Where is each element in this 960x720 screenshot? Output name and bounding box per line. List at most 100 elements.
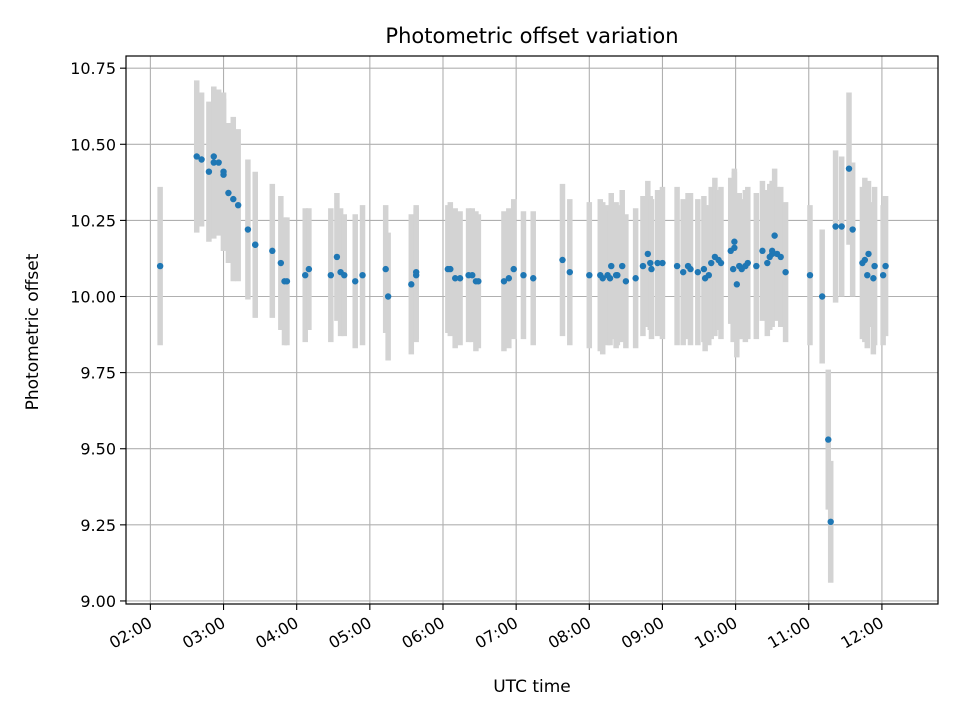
data-point: [510, 265, 517, 273]
plot-frame: [125, 55, 939, 605]
data-point: [614, 272, 621, 279]
data-point: [768, 247, 776, 255]
y-tick-label: 10.50: [70, 135, 116, 154]
data-point: [244, 226, 252, 233]
data-point: [639, 262, 647, 270]
data-point: [475, 278, 482, 285]
data-point: [673, 262, 681, 270]
data-point: [838, 223, 845, 230]
data-point: [871, 262, 878, 270]
data-point: [456, 275, 464, 282]
data-point: [333, 253, 341, 261]
data-point: [648, 265, 655, 273]
data-point: [827, 518, 834, 525]
data-point: [566, 268, 573, 276]
data-point: [864, 272, 871, 279]
data-point: [530, 275, 537, 282]
data-point: [731, 244, 738, 251]
data-point: [717, 259, 725, 267]
data-point: [879, 272, 887, 279]
data-point: [469, 272, 476, 279]
data-point: [359, 272, 366, 279]
data-point: [608, 262, 615, 270]
data-point: [777, 253, 784, 261]
data-point: [861, 256, 869, 264]
data-point: [341, 272, 348, 279]
data-point: [659, 259, 666, 267]
data-point: [753, 262, 760, 270]
x-axis-title: UTC time: [493, 677, 571, 697]
data-point: [302, 272, 309, 279]
data-point: [825, 436, 832, 443]
data-point: [451, 275, 459, 282]
data-point: [782, 268, 789, 276]
data-point: [806, 272, 814, 279]
y-tick-label: 9.75: [80, 364, 116, 383]
data-point: [269, 247, 276, 255]
data-point: [845, 165, 853, 172]
y-axis-title: Photometric offset: [23, 253, 43, 410]
data-point: [764, 259, 771, 267]
data-point: [252, 241, 259, 248]
data-point: [215, 159, 222, 166]
data-point: [647, 259, 654, 267]
data-point: [654, 259, 661, 267]
data-point: [352, 278, 359, 285]
y-tick-label: 10.75: [70, 59, 116, 78]
data-point: [731, 238, 738, 245]
data-point: [687, 265, 694, 273]
data-point: [705, 272, 712, 279]
data-point: [599, 275, 606, 282]
data-point: [412, 268, 420, 276]
y-tick-label: 9.25: [80, 516, 116, 535]
data-point: [305, 265, 313, 273]
data-point: [500, 278, 508, 285]
data-point: [520, 272, 527, 279]
data-point: [505, 275, 513, 282]
data-point: [234, 201, 242, 209]
data-point: [156, 262, 164, 270]
data-point: [733, 281, 741, 288]
data-point: [447, 265, 454, 273]
data-point: [882, 262, 889, 270]
data-point: [700, 265, 708, 273]
data-point: [619, 262, 626, 270]
y-tick-label: 9.50: [80, 440, 116, 459]
data-point: [759, 247, 766, 255]
data-point: [606, 275, 614, 282]
data-point: [771, 232, 778, 239]
data-point: [210, 159, 217, 166]
data-point: [408, 281, 415, 288]
chart-title: Photometric offset variation: [385, 24, 678, 48]
data-point: [744, 259, 752, 267]
data-point: [644, 250, 652, 258]
data-point: [210, 153, 217, 160]
data-point: [870, 275, 877, 282]
data-point: [694, 268, 702, 276]
data-point: [327, 272, 335, 279]
data-point: [622, 278, 630, 285]
data-point: [230, 195, 237, 203]
data-point: [382, 265, 389, 273]
data-point: [632, 275, 639, 282]
y-tick-label: 10.25: [70, 211, 116, 230]
y-tick-label: 9.00: [80, 592, 116, 611]
data-point: [193, 153, 200, 160]
data-point: [220, 168, 227, 175]
y-tick-label: 10.00: [70, 288, 116, 307]
data-point: [384, 293, 392, 300]
y-axis: 9.00 9.25 9.50 9.75 10.00 10.25 10.50 10.75: [70, 59, 126, 611]
data-point: [849, 226, 856, 233]
data-point: [205, 168, 213, 175]
data-point: [729, 265, 737, 273]
data-point: [198, 156, 205, 163]
data-point: [225, 189, 232, 197]
data-point: [679, 268, 687, 276]
data-point: [559, 256, 566, 264]
data-point: [586, 272, 593, 279]
data-point: [832, 223, 839, 230]
data-point: [277, 259, 285, 267]
data-points: [156, 153, 889, 525]
